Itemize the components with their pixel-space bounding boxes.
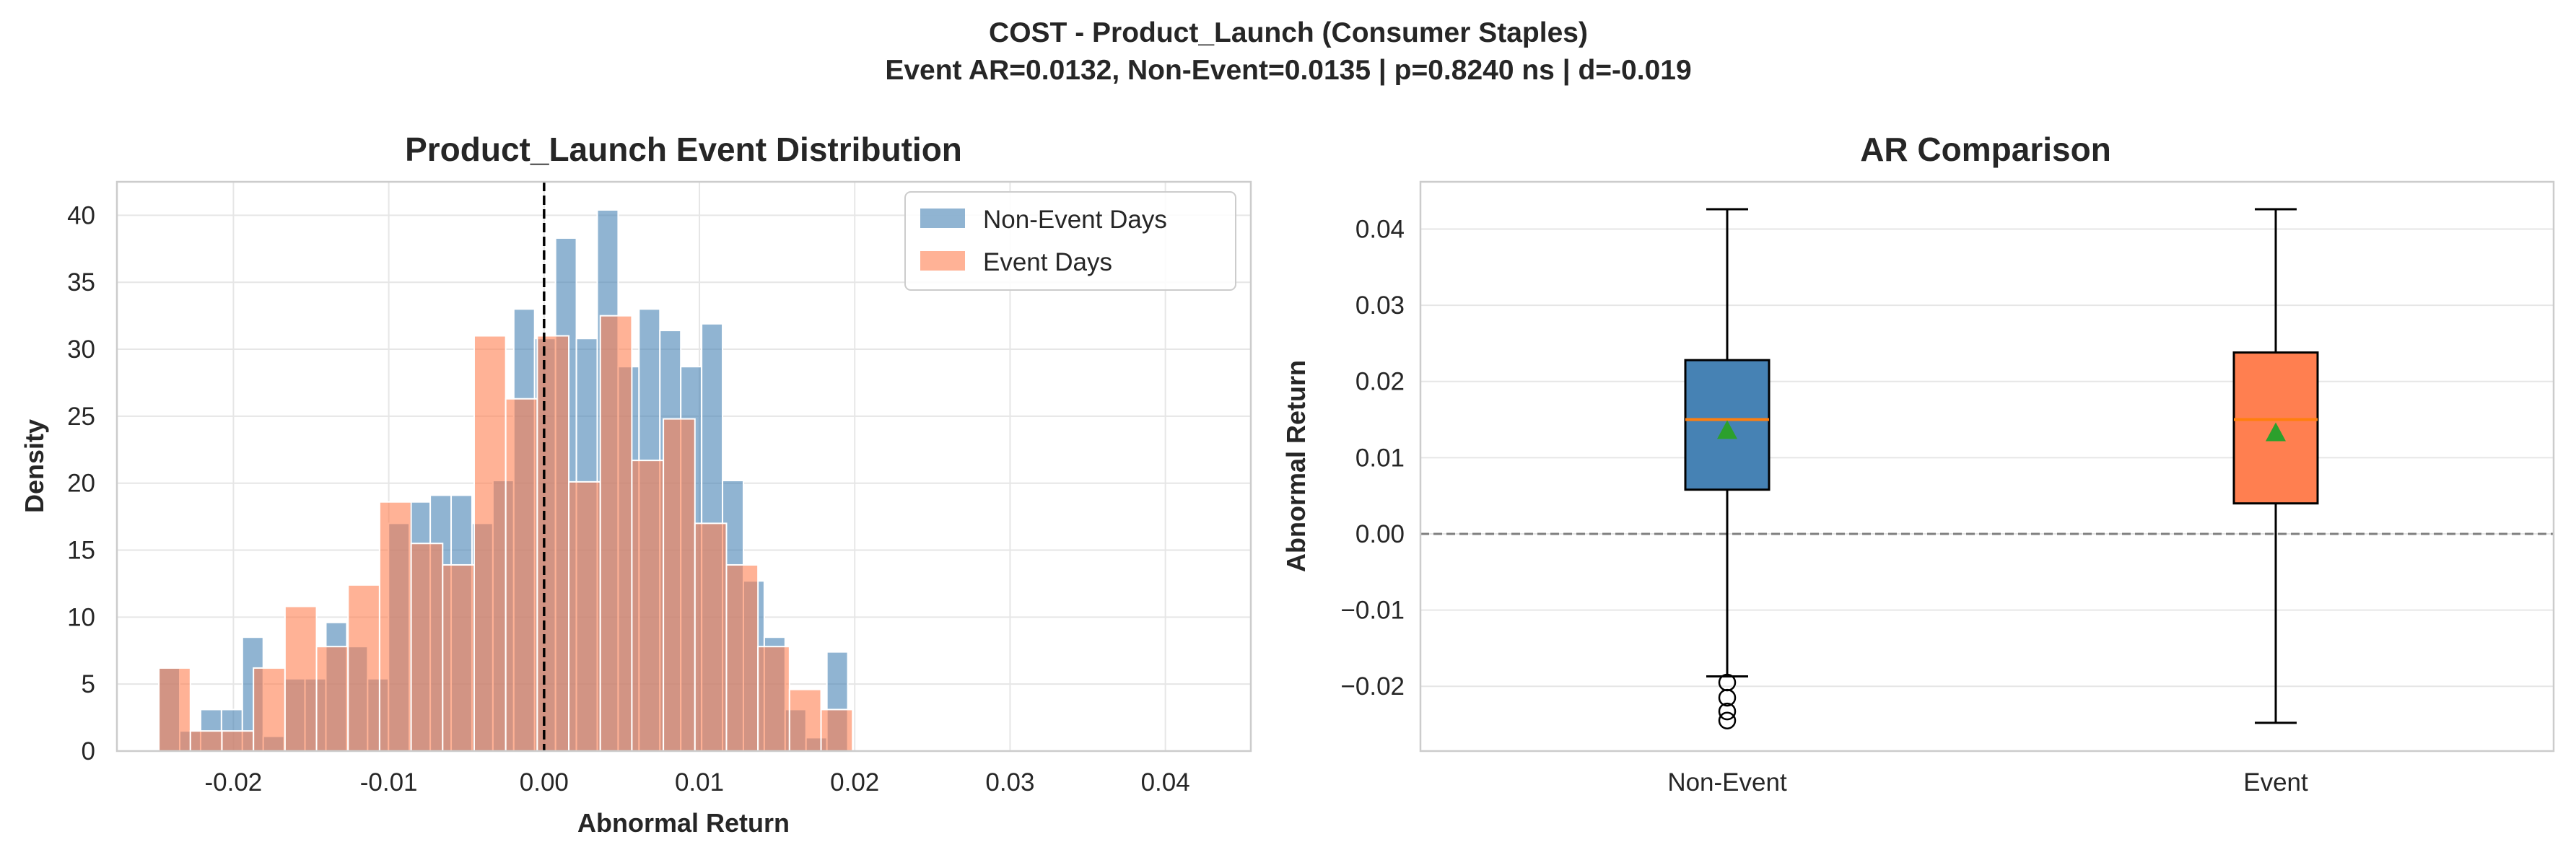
event-bar-9 xyxy=(442,563,475,752)
boxplot-boxes xyxy=(1684,208,2319,730)
legend-swatch-nonevent xyxy=(920,209,965,228)
histogram-y-ticks: 0 5 10 15 20 25 30 35 40 xyxy=(67,201,95,765)
event-bar-14 xyxy=(599,315,633,752)
legend-box xyxy=(904,191,1236,291)
histogram-legend: Non-Event Days Event Days xyxy=(904,191,1236,291)
event-bar-19 xyxy=(757,646,790,752)
histogram-ytick-label-4: 20 xyxy=(67,470,95,498)
histogram-xtick-label-1: -0.01 xyxy=(360,768,418,797)
boxplot-title: AR Comparison xyxy=(1860,131,2111,168)
non-event-outlier-3 xyxy=(1718,711,1737,730)
boxplot-x-ticks: Non-Event Event xyxy=(1667,768,2308,797)
event-bar-7 xyxy=(378,501,412,752)
boxplot-ytick-label-6: 0.04 xyxy=(1355,215,1405,243)
histogram-frame xyxy=(115,180,1252,752)
event-bar-1 xyxy=(189,730,223,752)
boxplot-ytick-label-4: 0.02 xyxy=(1355,368,1405,396)
boxplot-ytick-label-0: −0.02 xyxy=(1340,672,1405,701)
histogram-ytick-label-3: 15 xyxy=(67,537,95,565)
boxplot-ytick-label-1: −0.01 xyxy=(1340,597,1405,625)
event-bar-11 xyxy=(505,398,538,752)
event-bar-13 xyxy=(568,481,601,752)
histogram-xlabel: Abnormal Return xyxy=(577,808,790,838)
histogram-xtick-label-3: 0.01 xyxy=(675,768,724,797)
boxplot-ytick-label-5: 0.03 xyxy=(1355,291,1405,320)
figure-title-line1: COST - Product_Launch (Consumer Staples) xyxy=(989,17,1588,48)
event-bar-15 xyxy=(631,460,665,752)
boxplot-y-ticks: −0.02 −0.01 0.00 0.01 0.02 0.03 0.04 xyxy=(1340,215,1405,701)
histogram-ytick-label-1: 5 xyxy=(82,670,95,698)
event-bar-21 xyxy=(820,708,854,752)
event-bar-6 xyxy=(347,584,380,752)
event-bar-10 xyxy=(473,335,507,752)
event-bar-12 xyxy=(536,335,570,752)
event-bar-18 xyxy=(725,563,759,752)
event-bar-2 xyxy=(221,730,255,752)
histogram-xtick-label-0: -0.02 xyxy=(205,768,263,797)
histogram-xtick-label-2: 0.00 xyxy=(520,768,569,797)
histogram-ylabel: Density xyxy=(19,419,49,513)
legend-label-nonevent: Non-Event Days xyxy=(983,206,1167,234)
non-event-outlier-1 xyxy=(1718,688,1737,707)
event-bar-0 xyxy=(158,667,191,752)
non-event-outlier-2 xyxy=(1718,702,1737,721)
histogram-ytick-label-5: 25 xyxy=(67,403,95,431)
histogram-xtick-label-6: 0.04 xyxy=(1141,768,1190,797)
legend-swatch-event xyxy=(920,251,965,271)
event-bar-17 xyxy=(694,522,728,752)
event-bar-20 xyxy=(788,688,822,752)
histogram-panel: Product_Launch Event Distribution -0.02-… xyxy=(19,131,1252,838)
boxplot-ytick-label-2: 0.00 xyxy=(1355,520,1405,548)
boxplot-xtick-label-1: Event xyxy=(2243,768,2308,797)
boxplot-xtick-label-0: Non-Event xyxy=(1667,768,1787,797)
event-bar-8 xyxy=(410,543,444,752)
histogram-ytick-label-0: 0 xyxy=(82,737,95,765)
event-bar-5 xyxy=(315,646,349,752)
histogram-title: Product_Launch Event Distribution xyxy=(405,131,962,168)
boxplot-ylabel: Abnormal Return xyxy=(1281,360,1311,572)
non-event-mean-marker xyxy=(1717,420,1737,439)
event-bar-3 xyxy=(253,667,286,752)
event-bars xyxy=(158,315,854,752)
histogram-ytick-label-6: 30 xyxy=(67,335,95,364)
histogram-xtick-label-4: 0.02 xyxy=(830,768,879,797)
boxplot-ytick-label-3: 0.01 xyxy=(1355,444,1405,472)
event-mean-marker xyxy=(2266,422,2286,442)
event-bar-16 xyxy=(663,418,696,752)
histogram-x-ticks: -0.02 -0.01 0.00 0.01 0.02 0.03 0.04 xyxy=(205,768,1190,797)
histogram-ytick-label-2: 10 xyxy=(67,603,95,631)
boxplot-panel: AR Comparison Non-Event Event −0.02 −0.01 0… xyxy=(1281,131,2555,797)
histogram-ytick-label-7: 35 xyxy=(67,268,95,297)
boxplot-frame xyxy=(1419,180,2555,752)
legend-label-event: Event Days xyxy=(983,248,1112,276)
boxplot-grid xyxy=(1420,228,2554,688)
histogram-ytick-label-8: 40 xyxy=(67,201,95,229)
histogram-xtick-label-5: 0.03 xyxy=(985,768,1034,797)
figure-title-line2: Event AR=0.0132, Non-Event=0.0135 | p=0.… xyxy=(885,55,1691,86)
event-bar-4 xyxy=(284,605,318,752)
